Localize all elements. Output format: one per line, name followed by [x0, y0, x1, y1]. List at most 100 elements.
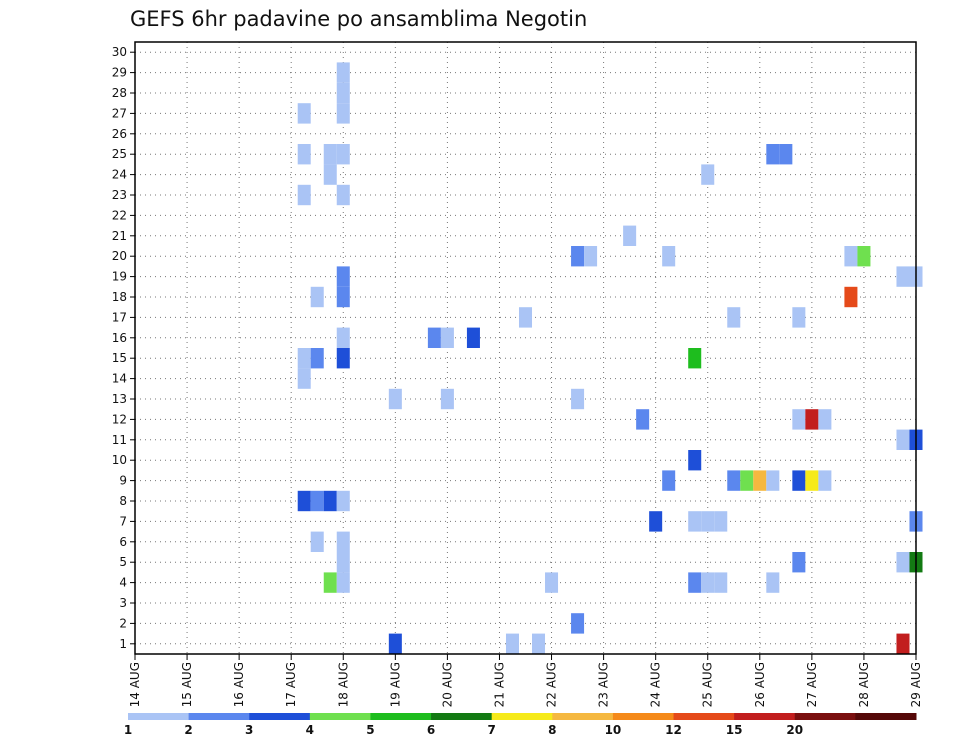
precip-cell: [388, 633, 402, 654]
x-tick-label: 22 AUG: [545, 662, 559, 707]
precip-cell: [336, 266, 350, 287]
colorbar-segment: [673, 713, 735, 720]
precip-cell: [896, 266, 910, 287]
colorbar-label: 6: [427, 723, 435, 737]
colorbar-segment: [431, 713, 493, 720]
precip-cell: [505, 633, 519, 654]
colorbar-label: 12: [665, 723, 682, 737]
colorbar: 1 2 3 4 5 6 7 8 10 12 15 20: [124, 713, 917, 737]
colorbar-label: 5: [366, 723, 374, 737]
y-tick-label: 20: [112, 249, 127, 263]
x-tick-label: 29 AUG: [909, 662, 923, 707]
precip-cell: [336, 184, 350, 206]
precip-cell: [571, 388, 585, 410]
precip-cell: [336, 327, 350, 348]
precip-cell: [297, 348, 311, 369]
x-tick-label: 26 AUG: [753, 662, 767, 707]
precip-cell: [662, 246, 676, 267]
precip-cell: [310, 531, 324, 552]
colorbar-segment: [370, 713, 432, 720]
x-tick-label: 15 AUG: [180, 662, 194, 707]
precip-cell: [766, 470, 780, 491]
y-tick-label: 24: [112, 168, 127, 182]
y-tick-label: 21: [112, 229, 127, 243]
precip-cell: [310, 348, 324, 369]
precip-cell: [701, 164, 715, 185]
precip-cell: [688, 511, 702, 532]
precip-cell: [310, 286, 324, 308]
precip-cell: [688, 450, 702, 471]
y-tick-label: 11: [112, 433, 127, 447]
precip-cell: [297, 103, 311, 124]
precip-cell: [532, 633, 546, 654]
y-tick-label: 30: [112, 45, 127, 59]
precip-cell: [662, 470, 676, 491]
y-tick-label: 29: [112, 66, 127, 80]
colorbar-segment: [309, 713, 371, 720]
precip-cell: [336, 348, 350, 369]
y-tick-label: 25: [112, 147, 127, 161]
grid-lines: [135, 42, 916, 654]
y-tick-label: 19: [112, 270, 127, 284]
colorbar-segment: [734, 713, 796, 720]
y-tick-label: 18: [112, 290, 127, 304]
y-tick-label: 3: [119, 596, 127, 610]
y-tick-label: 27: [112, 106, 127, 120]
x-tick-label: 20 AUG: [440, 662, 454, 707]
precip-cell: [297, 144, 311, 165]
y-tick-label: 13: [112, 392, 127, 406]
x-tick-label: 17 AUG: [284, 662, 298, 707]
precip-cell: [440, 327, 454, 348]
precip-cell: [805, 409, 819, 430]
colorbar-segment: [855, 713, 917, 720]
y-tick-label: 7: [119, 514, 127, 528]
y-tick-label: 14: [112, 372, 127, 386]
y-tick-label: 5: [119, 555, 127, 569]
colorbar-label: 3: [245, 723, 253, 737]
y-tick-label: 2: [119, 616, 127, 630]
y-tick-label: 4: [119, 576, 127, 590]
precip-cell: [844, 286, 858, 308]
y-axis: 1234567891011121314151617181920212223242…: [112, 45, 135, 651]
precip-cell: [297, 184, 311, 206]
colorbar-label: 4: [306, 723, 314, 737]
data-cells: [297, 62, 923, 654]
x-tick-label: 19 AUG: [388, 662, 402, 707]
x-tick-label: 25 AUG: [701, 662, 715, 707]
precip-cell: [636, 409, 650, 430]
x-axis: 14 AUG 15 AUG 16 AUG 17 AUG 18 AUG 19 AUG 20 A…: [128, 654, 923, 707]
precip-cell: [844, 246, 858, 267]
precip-cell: [336, 531, 350, 552]
precip-cell: [336, 103, 350, 124]
colorbar-segment: [491, 713, 553, 720]
y-tick-label: 16: [112, 331, 127, 345]
precip-cell: [388, 388, 402, 410]
precip-cell: [323, 572, 337, 593]
colorbar-segment: [612, 713, 675, 720]
precip-cell: [297, 490, 311, 512]
precip-cell: [688, 348, 702, 369]
precip-cell: [518, 307, 533, 328]
precip-cell: [649, 511, 663, 532]
precip-cell: [297, 368, 311, 389]
y-tick-label: 15: [112, 351, 127, 365]
colorbar-label: 2: [184, 723, 192, 737]
precip-cell: [336, 552, 350, 573]
y-tick-label: 17: [112, 310, 127, 324]
precip-cell: [571, 613, 585, 634]
x-tick-label: 21 AUG: [492, 662, 506, 707]
y-tick-label: 26: [112, 127, 127, 141]
precip-cell: [323, 144, 337, 165]
x-tick-label: 27 AUG: [805, 662, 819, 707]
precip-cell: [818, 470, 832, 491]
precip-cell: [623, 225, 637, 246]
precip-cell: [336, 62, 350, 83]
colorbar-label: 20: [786, 723, 803, 737]
precip-cell: [727, 470, 741, 491]
y-tick-label: 8: [119, 494, 127, 508]
colorbar-label: 1: [124, 723, 132, 737]
colorbar-segment: [249, 713, 311, 720]
colorbar-segment: [128, 713, 190, 720]
precip-cell: [714, 511, 728, 532]
